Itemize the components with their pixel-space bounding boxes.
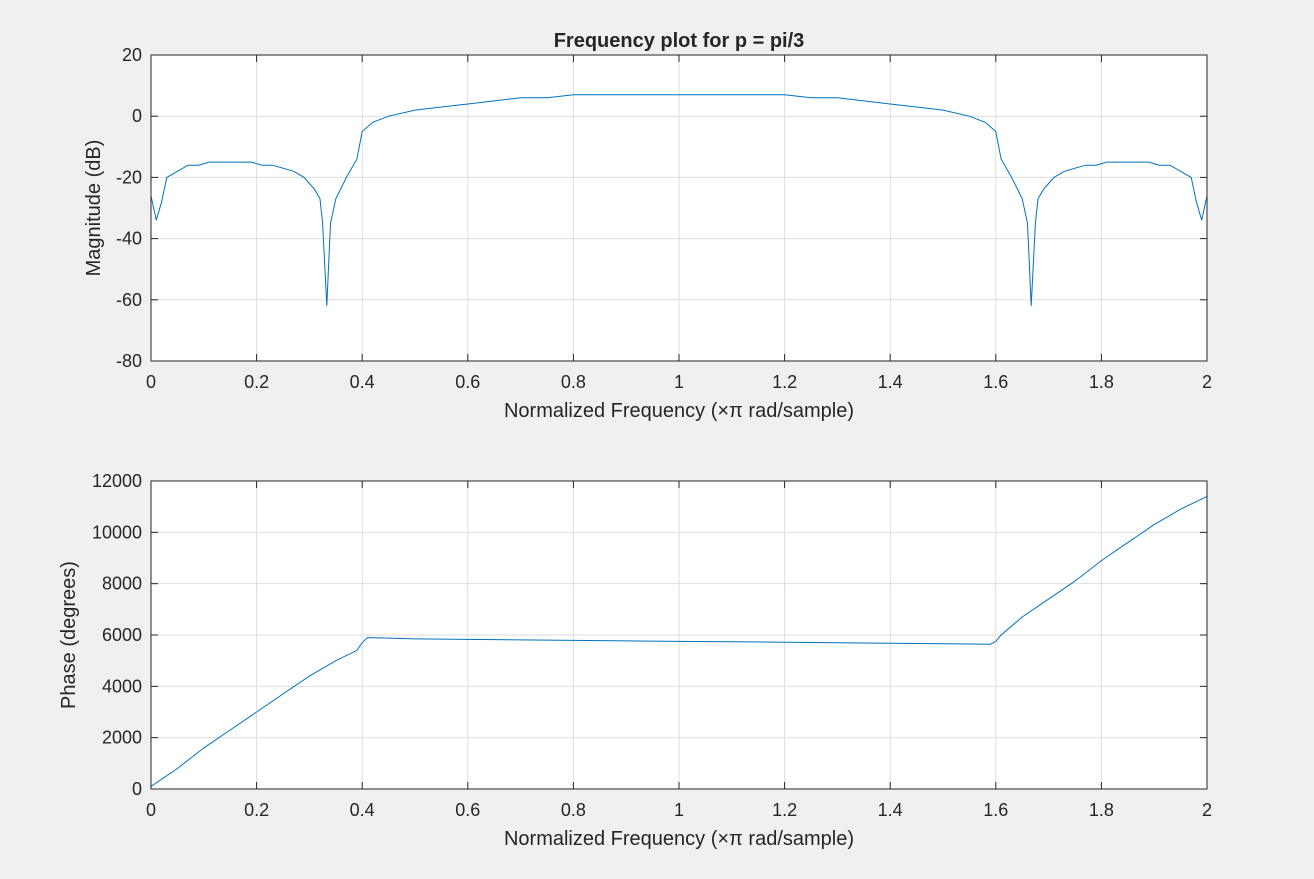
x-tick-label: 1.2: [772, 800, 797, 820]
y-tick-label: 6000: [102, 625, 142, 645]
y-tick-label: -60: [116, 290, 142, 310]
y-tick-label: -20: [116, 167, 142, 187]
x-tick-label: 1: [674, 800, 684, 820]
x-tick-label: 0.6: [455, 372, 480, 392]
magnitude-ylabel: Magnitude (dB): [83, 140, 105, 277]
magnitude-series-line: [150, 94, 1208, 306]
phase-series-line: [150, 495, 1208, 787]
x-tick-label: 0.8: [561, 800, 586, 820]
x-tick-label: 1.6: [983, 800, 1008, 820]
y-tick-label: 12000: [92, 471, 142, 491]
magnitude-axes-box: [150, 54, 1208, 362]
y-tick-label: 0: [132, 779, 142, 799]
x-tick-label: 0.2: [244, 800, 269, 820]
magnitude-xlabel: Normalized Frequency (×π rad/sample): [504, 400, 854, 422]
x-tick-label: 1.2: [772, 372, 797, 392]
y-tick-label: 4000: [102, 676, 142, 696]
y-tick-label: 20: [122, 45, 142, 65]
x-tick-label: 0.6: [455, 800, 480, 820]
x-tick-label: 2: [1202, 372, 1212, 392]
x-tick-label: 1.8: [1089, 372, 1114, 392]
phase-axes[interactable]: 0 0.2 0.4 0.6 0.8 1 1.2 1.4 1.6 1.8 2 0 2000 4000 6000…: [58, 471, 1212, 850]
x-tick-label: 0.8: [561, 372, 586, 392]
phase-axes-box: [150, 480, 1208, 790]
x-tick-label: 0.4: [350, 800, 375, 820]
x-tick-label: 0: [146, 372, 156, 392]
y-tick-label: 10000: [92, 522, 142, 542]
magnitude-ticks: 0 0.2 0.4 0.6 0.8 1 1.2 1.4 1.6 1.8 2 -80 -60 -40 -20 0…: [116, 45, 1212, 392]
x-tick-label: 1.4: [878, 800, 903, 820]
x-tick-label: 0.2: [244, 372, 269, 392]
y-tick-label: -40: [116, 229, 142, 249]
x-tick-label: 0.4: [350, 372, 375, 392]
magnitude-title: Frequency plot for p = pi/3: [554, 30, 805, 52]
phase-ylabel: Phase (degrees): [58, 561, 80, 709]
phase-xlabel: Normalized Frequency (×π rad/sample): [504, 828, 854, 850]
x-tick-label: 1: [674, 372, 684, 392]
x-tick-label: 1.8: [1089, 800, 1114, 820]
x-tick-label: 1.4: [878, 372, 903, 392]
y-tick-label: 2000: [102, 728, 142, 748]
x-tick-label: 0: [146, 800, 156, 820]
magnitude-axes[interactable]: 0 0.2 0.4 0.6 0.8 1 1.2 1.4 1.6 1.8 2 -80 -60 -40 -20 0…: [83, 30, 1212, 422]
x-tick-label: 1.6: [983, 372, 1008, 392]
y-tick-label: 8000: [102, 574, 142, 594]
y-tick-label: -80: [116, 351, 142, 371]
y-tick-label: 0: [132, 106, 142, 126]
x-tick-label: 2: [1202, 800, 1212, 820]
